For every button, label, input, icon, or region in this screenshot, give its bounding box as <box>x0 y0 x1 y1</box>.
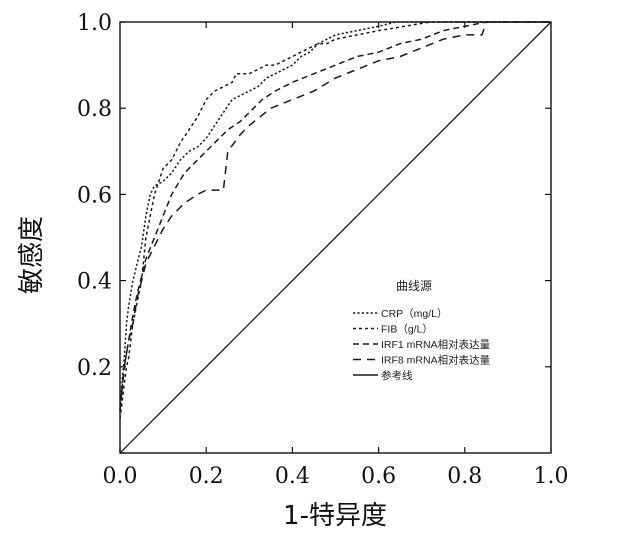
series-line-4 <box>119 21 551 410</box>
legend-label-3: IRF1 mRNA相对表达量 <box>381 338 491 351</box>
series-group <box>119 21 552 454</box>
axis-ticks: 0.0 0.2 0.4 0.6 0.8 1.0 0.2 0.4 0.6 0.8 1.0 <box>77 11 569 489</box>
legend-label-2: FIB（g/L） <box>381 324 433 336</box>
x-tick-label: 0.0 <box>103 464 138 489</box>
x-tick-label: 1.0 <box>534 464 569 489</box>
y-tick-label: 0.2 <box>77 356 112 381</box>
y-tick-label: 0.4 <box>77 270 112 295</box>
legend-label-4: IRF8 mRNA相对表达量 <box>381 354 491 367</box>
x-tick-label: 0.8 <box>447 464 482 489</box>
legend: 曲线源 CRP（mg/L） FIB（g/L） IRF1 mRNA相对表达量 IRF8 … <box>353 279 491 382</box>
series-line-3 <box>119 21 551 410</box>
y-axis-title: 敏感度 <box>17 216 47 294</box>
y-tick-label: 0.6 <box>77 183 112 208</box>
series-line-1 <box>119 21 551 410</box>
legend-title: 曲线源 <box>396 279 432 293</box>
plot-frame <box>119 21 552 454</box>
y-tick-label: 0.8 <box>77 97 112 122</box>
series-line-2 <box>119 21 551 419</box>
x-tick-label: 0.6 <box>361 464 396 489</box>
series-line-5 <box>119 21 552 454</box>
x-tick-label: 0.2 <box>189 464 224 489</box>
x-axis-title: 1-特异度 <box>283 501 387 531</box>
legend-label-1: CRP（mg/L） <box>381 308 448 320</box>
x-tick-label: 0.4 <box>275 464 310 489</box>
legend-label-5: 参考线 <box>381 369 413 382</box>
y-tick-label: 1.0 <box>77 11 112 36</box>
